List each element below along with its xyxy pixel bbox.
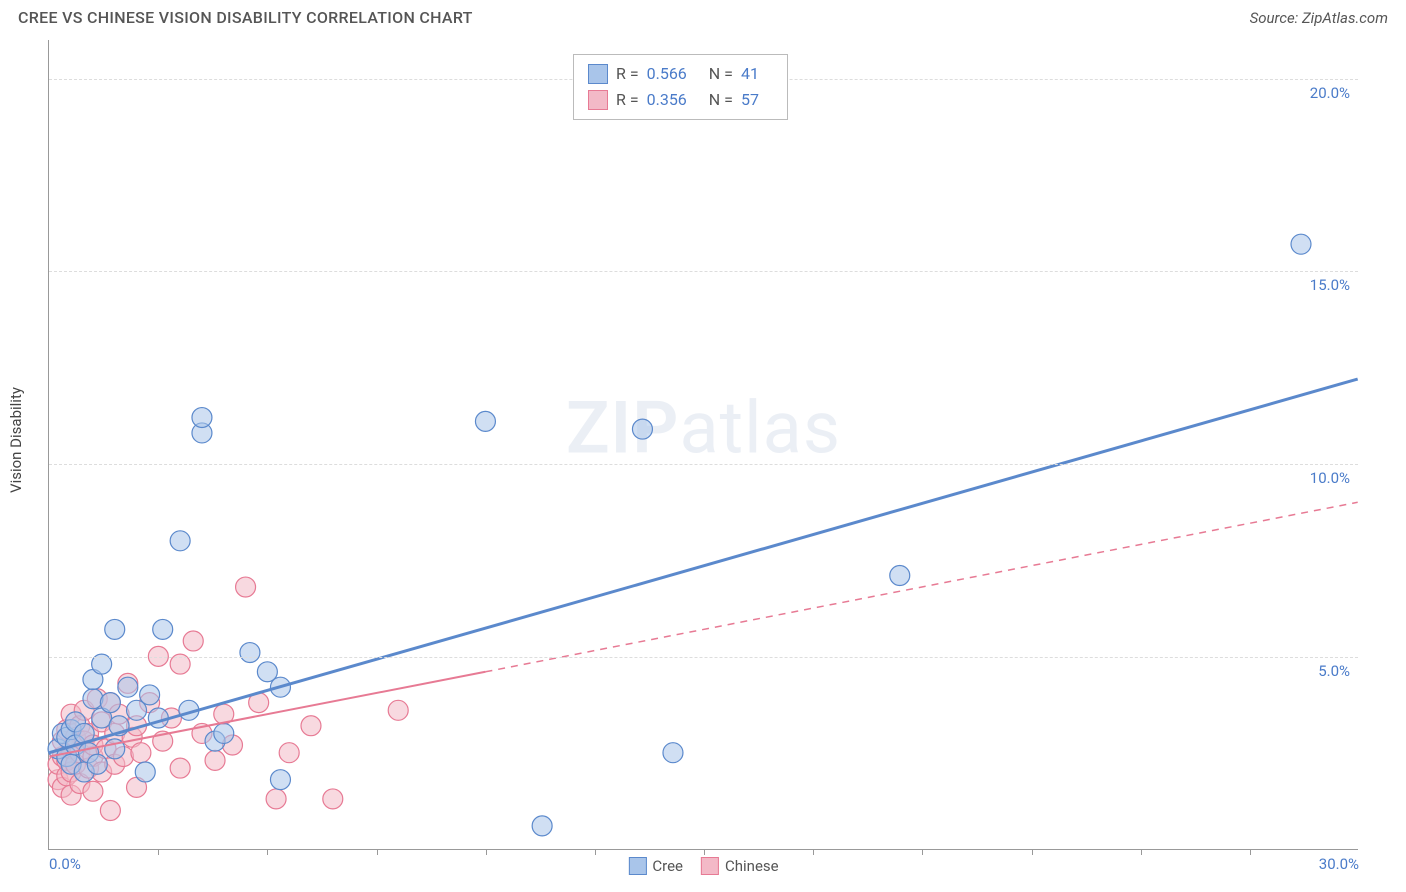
data-point (100, 693, 120, 713)
data-point (170, 531, 190, 551)
data-point (475, 411, 495, 431)
trend-line (49, 379, 1357, 753)
legend-n-value: 41 (741, 61, 759, 87)
data-point (100, 800, 120, 820)
data-point (270, 770, 290, 790)
legend-r-label: R = (616, 61, 639, 87)
legend-item: Cree (628, 857, 683, 875)
legend-n-label: N = (709, 61, 733, 87)
legend-item: Chinese (701, 857, 779, 875)
data-point (83, 689, 103, 709)
data-point (183, 631, 203, 651)
chart-title: CREE VS CHINESE VISION DISABILITY CORREL… (18, 8, 473, 27)
data-point (323, 789, 343, 809)
legend-swatch (588, 90, 608, 110)
x-tick-label: 30.0% (1319, 855, 1359, 873)
data-point (532, 816, 552, 836)
data-point (301, 716, 321, 736)
data-point (135, 762, 155, 782)
data-point (192, 408, 212, 428)
data-point (205, 750, 225, 770)
x-tick (595, 849, 596, 855)
correlation-legend: R = 0.566 N = 41 R = 0.356 N = 57 (573, 54, 788, 120)
data-point (170, 758, 190, 778)
data-point (118, 677, 138, 697)
y-tick-label: 5.0% (1318, 662, 1350, 680)
series-legend: Cree Chinese (628, 857, 778, 875)
x-tick (922, 849, 923, 855)
x-tick (377, 849, 378, 855)
legend-swatch (628, 857, 646, 875)
y-tick-label: 20.0% (1310, 84, 1350, 102)
data-point (663, 743, 683, 763)
source-label: Source: ZipAtlas.com (1250, 9, 1388, 27)
data-point (890, 565, 910, 585)
legend-r-value: 0.356 (647, 87, 687, 113)
x-tick (1250, 849, 1251, 855)
data-point (632, 419, 652, 439)
legend-n-label: N = (709, 87, 733, 113)
data-point (388, 700, 408, 720)
data-point (214, 723, 234, 743)
scatter-plot-svg (49, 40, 1358, 849)
legend-row: R = 0.566 N = 41 (588, 61, 773, 87)
y-tick-label: 10.0% (1310, 469, 1350, 487)
chart-plot-area: ZIPatlas R =0.566N =41R =0.356N =57 Cree… (48, 40, 1358, 850)
data-point (279, 743, 299, 763)
x-tick (704, 849, 705, 855)
x-tick (267, 849, 268, 855)
legend-series-name: Cree (652, 857, 683, 875)
legend-row: R = 0.356 N = 57 (588, 87, 773, 113)
x-tick (486, 849, 487, 855)
data-point (1291, 234, 1311, 254)
y-axis-label: Vision Disability (7, 387, 25, 493)
grid-line (49, 657, 1358, 658)
grid-line (49, 271, 1358, 272)
legend-n-value: 57 (741, 87, 759, 113)
x-tick (1032, 849, 1033, 855)
data-point (131, 743, 151, 763)
x-tick (813, 849, 814, 855)
legend-swatch (701, 857, 719, 875)
data-point (83, 781, 103, 801)
legend-swatch (588, 64, 608, 84)
x-tick (1141, 849, 1142, 855)
data-point (236, 577, 256, 597)
data-point (266, 789, 286, 809)
data-point (105, 619, 125, 639)
grid-line (49, 464, 1358, 465)
legend-r-label: R = (616, 87, 639, 113)
data-point (240, 643, 260, 663)
x-tick-label: 0.0% (49, 855, 81, 873)
data-point (153, 619, 173, 639)
trend-line-dashed (485, 502, 1357, 672)
x-tick (158, 849, 159, 855)
y-tick-label: 15.0% (1310, 276, 1350, 294)
data-point (87, 754, 107, 774)
legend-series-name: Chinese (725, 857, 779, 875)
data-point (140, 685, 160, 705)
legend-r-value: 0.566 (647, 61, 687, 87)
